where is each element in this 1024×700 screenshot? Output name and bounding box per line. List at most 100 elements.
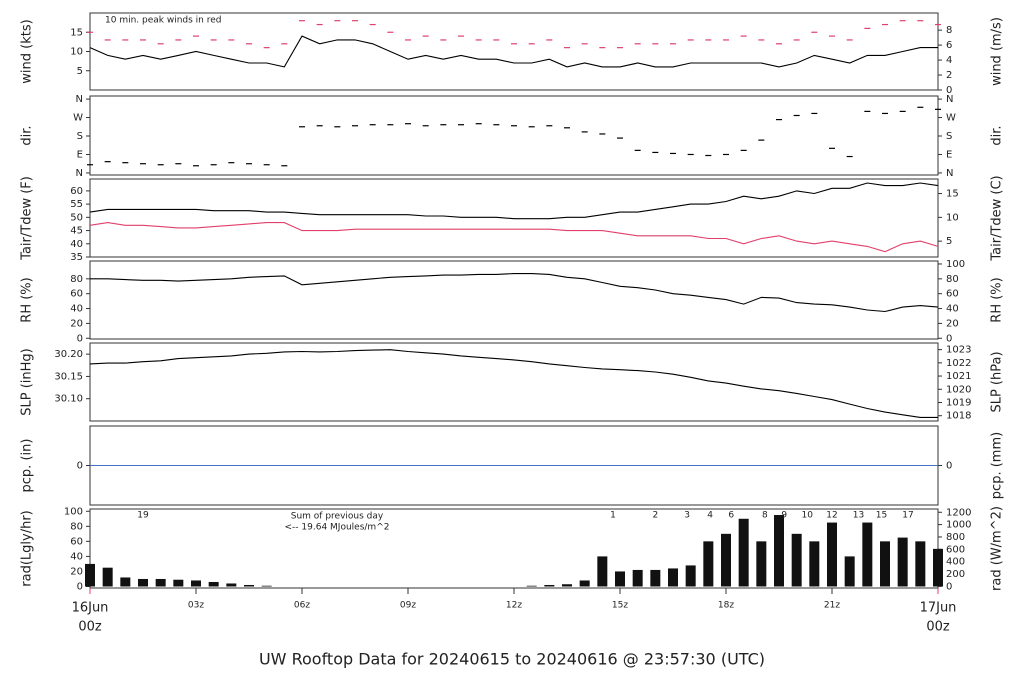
y-tick-label: 60 [70,289,83,300]
y-tick-label: W [73,113,83,124]
y2-tick-label: 1000 [946,520,971,531]
chart-title: UW Rooftop Data for 20240615 to 20240616… [259,650,765,669]
bar [120,577,131,587]
y2-tick-label: 6 [946,40,952,51]
bar [650,569,661,587]
hour-mark: 4 [707,511,713,521]
y2-tick-label: 0 [946,461,952,472]
bar [579,580,590,587]
panel-frame [89,342,939,422]
bar [774,515,784,587]
y2-tick-label: 0 [946,581,952,592]
y2-tick-label: 20 [946,318,959,329]
x-tick-label: 18z [718,601,734,611]
y2-tick-label: 0 [946,333,952,344]
y-axis-label: rad(Lgly/hr) [20,510,35,586]
y2-tick-label: 400 [946,557,965,568]
x-tick-label: 21z [824,601,840,611]
data-line [89,35,938,68]
hour-mark: 17 [902,511,913,521]
y2-tick-label: 1020 [946,384,971,395]
y-tick-label: 30.10 [54,394,83,405]
y2-tick-label: 15 [946,189,959,200]
bar [703,541,714,587]
bar [173,579,184,587]
panel-frame [89,178,939,258]
y2-tick-label: 1021 [946,371,971,382]
bar [261,585,272,587]
y-tick-label: E [77,149,83,160]
y2-tick-label: 1019 [946,397,971,408]
y-tick-label: 10 [70,47,83,58]
y-tick-label: 60 [70,536,83,547]
bar [933,548,943,587]
y2-tick-label: 600 [946,544,965,555]
bar [85,563,95,587]
y2-tick-label: 200 [946,569,965,580]
bar [809,541,820,587]
panel-frame [89,95,939,176]
y2-tick-label: W [946,113,956,124]
bar [226,583,237,587]
hour-mark: 1 [610,511,616,521]
bar [632,569,643,587]
y2-axis-label: rad (W/m^2) [990,506,1005,591]
y-axis-label: RH (%) [20,277,35,322]
y-tick-label: 100 [64,506,83,517]
y2-axis-label: RH (%) [990,277,1005,322]
bar [880,541,890,587]
y2-tick-label: 8 [946,25,952,36]
bar [791,533,802,587]
y-axis-label: pcp. (in) [20,439,35,493]
y2-tick-label: E [946,149,952,160]
y-axis-label: dir. [20,125,35,145]
annotation: 10 min. peak winds in red [105,16,222,26]
x-tick-label: 00z [926,620,950,635]
y-tick-label: 50 [70,212,83,223]
y2-axis-label: SLP (hPa) [990,351,1005,412]
date-label: 16Jun [72,601,109,616]
hour-mark: 19 [137,511,149,521]
y-tick-label: 20 [70,566,83,577]
bar [208,581,219,587]
y-tick-label: 0 [77,333,83,344]
y-tick-label: 80 [70,274,83,285]
data-line [89,182,939,220]
hour-mark: 6 [728,511,734,521]
annotation: Sum of previous day [291,512,384,522]
hour-mark: 15 [876,511,887,521]
y2-tick-label: 40 [946,304,959,315]
y-tick-label: 0 [77,581,83,592]
x-tick-label: 15z [612,601,628,611]
y-tick-label: S [77,131,83,142]
y2-tick-label: S [946,131,952,142]
bar [615,571,625,587]
y-tick-label: 55 [70,199,83,210]
y2-tick-label: 1200 [946,507,971,518]
bar [597,556,608,587]
bar [191,580,201,587]
hour-mark: 12 [826,511,837,521]
y2-tick-label: 80 [946,274,959,285]
bar [915,541,926,587]
y2-tick-label: N [946,94,953,105]
y-tick-label: 35 [70,252,83,263]
bar [544,584,555,587]
y2-tick-label: 1023 [946,345,971,356]
bar [738,518,749,587]
hour-mark: 8 [762,511,768,521]
panel-frame [89,260,939,340]
y-tick-label: 40 [70,551,83,562]
bar [721,533,731,587]
bar [155,578,166,587]
y2-tick-label: 100 [946,259,965,270]
y2-axis-label: dir. [990,125,1005,145]
y2-tick-label: 10 [946,212,959,223]
hour-mark: 2 [652,511,658,521]
bar [685,565,696,587]
x-tick-label: 09z [400,601,416,611]
y-tick-label: 40 [70,304,83,315]
x-tick-label: 03z [188,601,204,611]
bar [102,567,113,587]
